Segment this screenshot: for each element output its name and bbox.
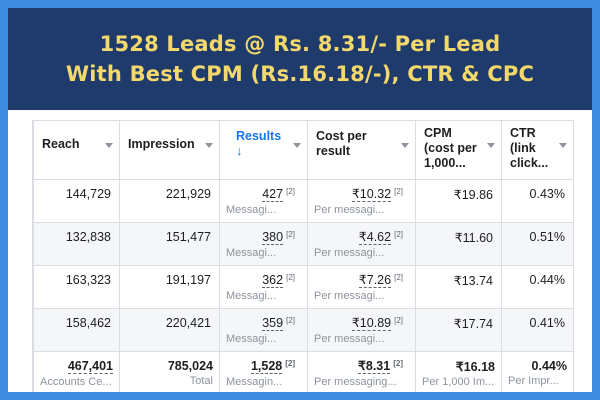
headline-line-2: With Best CPM (Rs.16.18/-), CTR & CPC bbox=[65, 62, 535, 86]
total-impression-caption: Total bbox=[189, 375, 213, 387]
total-ctr-caption: Per Impr... bbox=[508, 375, 559, 387]
chevron-down-icon[interactable] bbox=[559, 143, 567, 148]
column-label-line: (cost per bbox=[424, 141, 477, 155]
chevron-down-icon[interactable] bbox=[401, 143, 409, 148]
total-cost-value[interactable]: ₹8.31 bbox=[357, 359, 391, 374]
reach-value: 163,323 bbox=[65, 273, 111, 287]
column-header-ctr[interactable]: CTR (link click... bbox=[501, 120, 573, 180]
ctr-value: 0.44% bbox=[529, 273, 565, 287]
total-cpm-caption: Per 1,000 Im... bbox=[422, 376, 495, 388]
column-label-line: (link bbox=[510, 141, 536, 155]
table-row[interactable]: 144,729 221,929 427 [2] Messagi... ₹10.32… bbox=[33, 179, 573, 223]
chevron-down-icon[interactable] bbox=[105, 143, 113, 148]
column-header-cpm[interactable]: CPM (cost per 1,000... bbox=[415, 120, 502, 180]
results-type: Messagi... bbox=[226, 247, 277, 259]
cpm-value: ₹13.74 bbox=[453, 274, 493, 288]
column-label: Results bbox=[236, 129, 282, 143]
cost-type: Per messagi... bbox=[314, 204, 385, 216]
column-header-results[interactable]: Results ↓ bbox=[219, 120, 308, 180]
ctr-value: 0.51% bbox=[529, 230, 565, 244]
reach-value: 132,838 bbox=[65, 230, 111, 244]
footnote-marker: [2] bbox=[394, 230, 403, 239]
total-ctr-value: 0.44% bbox=[531, 359, 567, 373]
total-reach-value[interactable]: 467,401 bbox=[67, 359, 113, 374]
column-label-line: result bbox=[316, 144, 351, 158]
total-reach-caption: Accounts Ce... bbox=[40, 376, 112, 388]
cpm-value: ₹19.86 bbox=[453, 188, 493, 202]
footnote-marker: [2] bbox=[286, 187, 295, 196]
footnote-marker: [2] bbox=[285, 359, 295, 368]
column-header-impression[interactable]: Impression bbox=[119, 120, 220, 180]
headline-line-1: 1528 Leads @ Rs. 8.31/- Per Lead bbox=[99, 32, 501, 56]
impression-value: 221,929 bbox=[165, 187, 211, 201]
cost-type: Per messagi... bbox=[314, 290, 385, 302]
sort-descending-icon[interactable]: ↓ bbox=[236, 143, 243, 158]
total-results-caption: Messagin... bbox=[226, 376, 283, 388]
ads-report-table: Reach Impression Results ↓ bbox=[32, 120, 574, 392]
column-header-reach[interactable]: Reach bbox=[33, 120, 120, 180]
cost-per-result-value[interactable]: ₹10.89 bbox=[351, 316, 392, 331]
ad-results-card: 1528 Leads @ Rs. 8.31/- Per Lead With Be… bbox=[8, 8, 592, 392]
column-label: Impression bbox=[128, 137, 195, 151]
table-header-row: Reach Impression Results ↓ bbox=[33, 120, 573, 180]
impression-value: 191,197 bbox=[165, 273, 211, 287]
table-row[interactable]: 132,838 151,477 380 [2] Messagi... ₹4.62[… bbox=[33, 222, 573, 266]
cost-per-result-value[interactable]: ₹10.32 bbox=[351, 187, 392, 202]
footnote-marker: [2] bbox=[286, 273, 295, 282]
results-type: Messagi... bbox=[226, 333, 277, 345]
total-results-value[interactable]: 1,528 bbox=[250, 359, 283, 374]
cost-per-result-value[interactable]: ₹7.26 bbox=[358, 273, 392, 288]
results-value[interactable]: 427 bbox=[262, 187, 284, 202]
column-label-line: CTR bbox=[510, 126, 536, 140]
column-label: Reach bbox=[42, 137, 80, 151]
cost-per-result-value[interactable]: ₹4.62 bbox=[358, 230, 392, 245]
cost-type: Per messagi... bbox=[314, 247, 385, 259]
column-label-line: CPM bbox=[424, 126, 452, 140]
table-row[interactable]: 163,323 191,197 362 [2] Messagi... ₹7.26[… bbox=[33, 265, 573, 309]
impression-value: 151,477 bbox=[165, 230, 211, 244]
results-value[interactable]: 359 bbox=[262, 316, 284, 331]
footnote-marker: [2] bbox=[393, 359, 403, 368]
results-type: Messagi... bbox=[226, 204, 277, 216]
table-total-row: 467,401 Accounts Ce... 785,024 Total 1,5… bbox=[33, 351, 573, 392]
impression-value: 220,421 bbox=[165, 316, 211, 330]
cost-type: Per messagi... bbox=[314, 333, 385, 345]
total-cost-caption: Per messaging... bbox=[314, 376, 397, 388]
footnote-marker: [2] bbox=[286, 230, 295, 239]
chevron-down-icon[interactable] bbox=[487, 143, 495, 148]
chevron-down-icon[interactable] bbox=[205, 143, 213, 148]
ctr-value: 0.41% bbox=[529, 316, 565, 330]
cpm-value: ₹11.60 bbox=[454, 231, 493, 245]
footnote-marker: [2] bbox=[394, 273, 403, 282]
reach-value: 144,729 bbox=[65, 187, 111, 201]
footnote-marker: [2] bbox=[394, 316, 403, 325]
chevron-down-icon[interactable] bbox=[293, 143, 301, 148]
reach-value: 158,462 bbox=[65, 316, 111, 330]
headline-banner: 1528 Leads @ Rs. 8.31/- Per Lead With Be… bbox=[8, 8, 592, 110]
total-cpm-value: ₹16.18 bbox=[455, 360, 495, 374]
ctr-value: 0.43% bbox=[529, 187, 565, 201]
column-label-line: 1,000... bbox=[424, 156, 466, 170]
footnote-marker: [2] bbox=[286, 316, 295, 325]
table-row[interactable]: 158,462 220,421 359 [2] Messagi... ₹10.89… bbox=[33, 308, 573, 352]
footnote-marker: [2] bbox=[394, 187, 403, 196]
column-label-line: click... bbox=[510, 156, 549, 170]
total-impression-value: 785,024 bbox=[167, 359, 213, 373]
column-header-cost-per-result[interactable]: Cost per result bbox=[307, 120, 416, 180]
results-type: Messagi... bbox=[226, 290, 277, 302]
column-label-line: Cost per bbox=[316, 129, 367, 143]
results-value[interactable]: 380 bbox=[262, 230, 284, 245]
results-value[interactable]: 362 bbox=[262, 273, 284, 288]
cpm-value: ₹17.74 bbox=[453, 317, 493, 331]
